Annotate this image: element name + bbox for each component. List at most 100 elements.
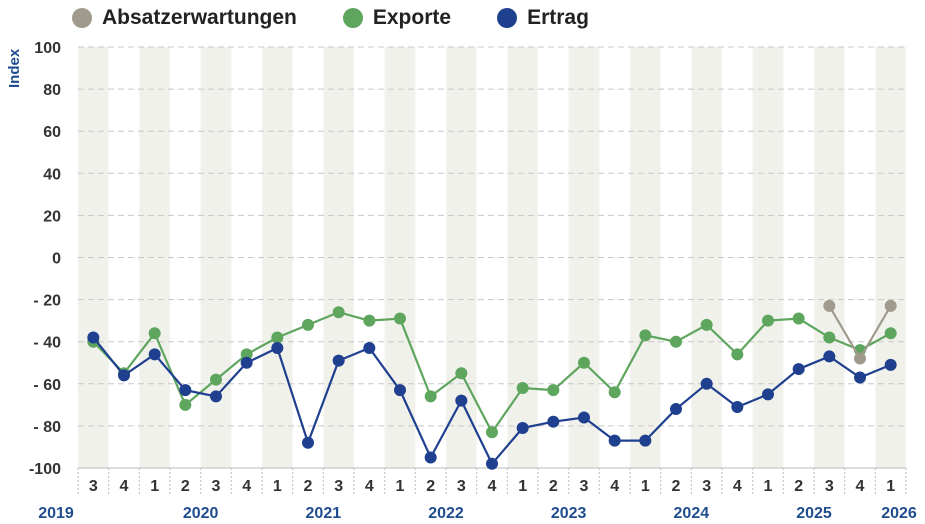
y-tick-label: - 40 <box>33 335 61 352</box>
data-point <box>516 422 529 435</box>
x-tick-label: 4 <box>856 478 865 495</box>
x-tick-label: 4 <box>242 478 251 495</box>
column-shade <box>139 47 170 468</box>
data-point <box>608 386 621 399</box>
year-label: 2023 <box>551 505 587 522</box>
data-point <box>547 384 560 397</box>
x-tick-label: 3 <box>212 478 221 495</box>
y-tick-label: 80 <box>43 82 61 99</box>
data-point <box>332 306 345 319</box>
data-point <box>179 398 192 411</box>
data-point <box>884 299 897 312</box>
x-tick-label: 2 <box>426 478 435 495</box>
legend-item-exporte: Exporte <box>342 6 452 30</box>
x-tick-label: 3 <box>89 478 98 495</box>
x-tick-label: 1 <box>396 478 405 495</box>
x-tick-label: 3 <box>702 478 711 495</box>
y-tick-label: - 20 <box>33 293 61 310</box>
year-label: 2024 <box>674 505 710 522</box>
year-label: 2022 <box>428 505 464 522</box>
data-point <box>210 390 222 403</box>
data-point <box>854 352 866 365</box>
data-point <box>731 348 744 361</box>
x-tick-label: 2 <box>794 478 803 495</box>
data-point <box>363 342 376 355</box>
data-point <box>302 318 314 331</box>
data-point <box>179 384 192 397</box>
x-tick-label: 4 <box>488 478 497 495</box>
column-shade <box>200 47 232 468</box>
x-tick-label: 2 <box>304 478 313 495</box>
data-point <box>271 331 284 344</box>
data-point <box>731 400 744 413</box>
x-tick-label: 1 <box>764 478 773 495</box>
x-tick-label: 2 <box>549 478 558 495</box>
data-point <box>639 329 652 342</box>
data-point <box>700 377 713 390</box>
data-point <box>424 390 437 403</box>
x-tick-label: 2 <box>672 478 681 495</box>
data-point <box>639 434 652 447</box>
year-label: 2020 <box>183 505 219 522</box>
data-point <box>762 388 774 401</box>
data-point <box>823 350 836 363</box>
data-point <box>394 312 406 325</box>
year-label: 2025 <box>796 505 832 522</box>
data-point <box>455 367 468 380</box>
legend-label-exporte: Exporte <box>372 6 452 29</box>
column-shade <box>262 47 293 468</box>
legend-item-ertrag: Ertrag <box>497 6 589 30</box>
y-tick-label: - 80 <box>33 419 61 436</box>
data-point <box>363 314 376 327</box>
y-tick-label: - 60 <box>33 377 61 394</box>
data-point <box>516 382 529 395</box>
data-point <box>486 426 498 439</box>
data-point <box>762 314 774 327</box>
x-tick-label: 3 <box>580 478 589 495</box>
data-point <box>884 358 897 371</box>
column-shade <box>691 47 722 468</box>
data-point <box>884 327 897 340</box>
data-point <box>486 457 498 470</box>
y-tick-label: 40 <box>43 166 61 183</box>
x-tick-label: 1 <box>886 478 895 495</box>
y-tick-label: 100 <box>34 40 61 57</box>
data-point <box>578 356 590 369</box>
x-tick-label: 2 <box>181 478 190 495</box>
legend-item-absatzerwartungen: Absatzerwartungen <box>72 6 297 30</box>
x-tick-label: 3 <box>334 478 343 495</box>
data-point <box>854 371 866 384</box>
data-point <box>792 312 805 325</box>
legend-label-absatzerwartungen: Absatzerwartungen <box>102 6 297 29</box>
data-point <box>424 451 437 464</box>
data-point <box>332 354 345 367</box>
data-point <box>210 373 222 386</box>
y-tick-label: 60 <box>43 124 61 141</box>
column-shade <box>630 47 661 468</box>
data-point <box>271 342 284 355</box>
data-point <box>87 331 100 344</box>
data-point <box>394 384 406 397</box>
y-tick-label: 20 <box>43 208 61 225</box>
x-tick-label: 1 <box>150 478 159 495</box>
legend-marker-absatzerwartungen <box>72 8 92 28</box>
y-axis-label: Index <box>6 48 23 88</box>
x-tick-label: 1 <box>518 478 527 495</box>
data-point <box>118 369 130 382</box>
data-point <box>608 434 621 447</box>
data-point <box>240 348 253 361</box>
data-point <box>670 335 682 348</box>
x-tick-label: 1 <box>273 478 282 495</box>
data-point <box>547 415 560 428</box>
x-tick-label: 4 <box>120 478 129 495</box>
data-point <box>792 363 805 376</box>
x-tick-label: 4 <box>610 478 619 495</box>
y-tick-label: -100 <box>29 461 61 478</box>
data-point <box>823 331 836 344</box>
data-point <box>823 299 836 312</box>
x-tick-label: 4 <box>733 478 742 495</box>
legend-label-ertrag: Ertrag <box>527 6 589 29</box>
data-point <box>578 411 590 424</box>
year-label: 2021 <box>306 505 342 522</box>
